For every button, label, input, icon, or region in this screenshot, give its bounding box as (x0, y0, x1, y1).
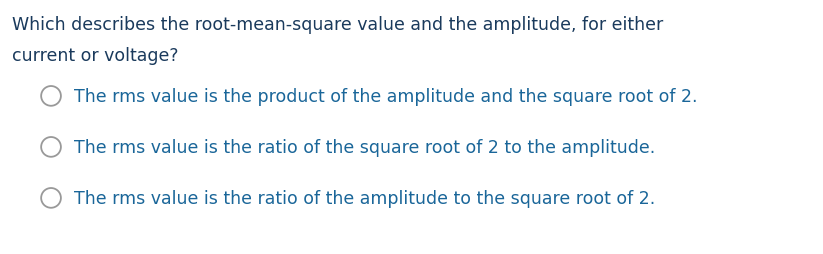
Text: The rms value is the ratio of the amplitude to the square root of 2.: The rms value is the ratio of the amplit… (74, 189, 655, 207)
Text: The rms value is the product of the amplitude and the square root of 2.: The rms value is the product of the ampl… (74, 88, 698, 105)
Text: The rms value is the ratio of the square root of 2 to the amplitude.: The rms value is the ratio of the square… (74, 138, 655, 156)
Text: current or voltage?: current or voltage? (12, 47, 179, 65)
Text: Which describes the root-mean-square value and the amplitude, for either: Which describes the root-mean-square val… (12, 17, 663, 34)
